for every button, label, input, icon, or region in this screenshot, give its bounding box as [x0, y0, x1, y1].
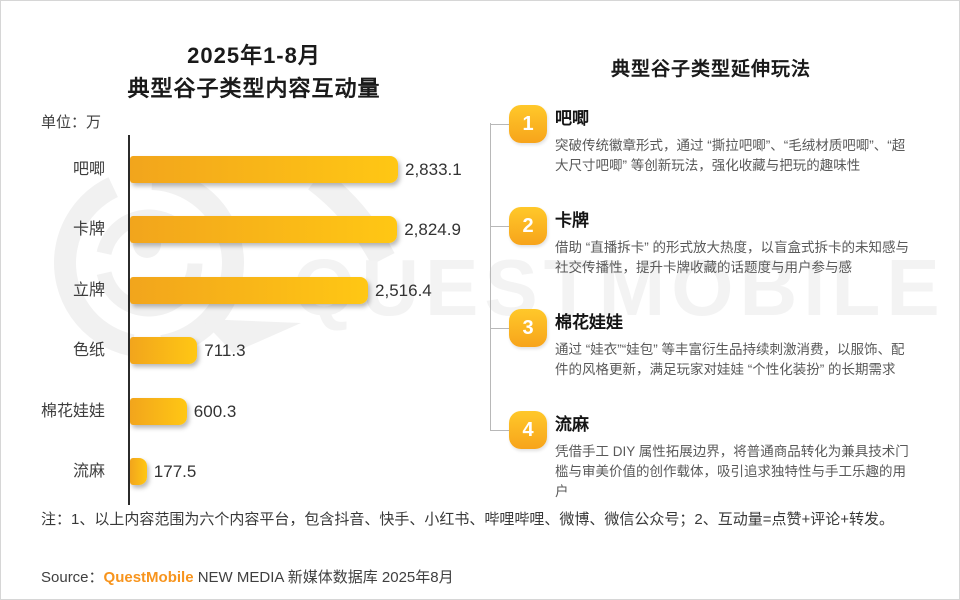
item-number-badge: 1	[509, 105, 547, 143]
bar-category-label: 棉花娃娃	[40, 402, 105, 420]
bar	[130, 216, 398, 244]
bar-value-label: 600.3	[193, 401, 237, 421]
bar-value-label: 2,833.1	[405, 160, 462, 179]
chart-title-line1: 2025年1-8月	[187, 43, 321, 68]
item-description: 凭借手工 DIY 属性拓展边界，将普通商品转化为兼具技术门槛与审美价值的创作载体…	[555, 444, 909, 499]
item-text-block: 吧唧突破传统徽章形式，通过 “撕拉吧唧”、“毛绒材质吧唧”、“超大尺寸吧唧” 等…	[555, 107, 913, 176]
connector-line	[490, 123, 491, 430]
bar	[130, 156, 398, 183]
bar-value-label: 2,824.9	[404, 220, 461, 240]
connector-stub	[490, 124, 510, 125]
right-panel-title: 典型谷子类型延伸玩法	[610, 59, 811, 80]
item-title: 棉花娃娃	[555, 313, 623, 332]
source-suffix: NEW MEDIA 新媒体数据库 2025年8月	[193, 569, 454, 586]
bar-row: 立牌 2,516.4	[1, 276, 471, 304]
item-number-badge: 4	[509, 411, 547, 449]
bar-row: 棉花娃娃 600.3	[1, 397, 471, 425]
item-description: 借助 “直播拆卡” 的形式放大热度，以盲盒式拆卡的未知感与社交传播性，提升卡牌收…	[555, 240, 909, 275]
bar-category-label: 吧唧	[72, 161, 105, 178]
bar	[130, 458, 147, 485]
bar-value-label: 177.5	[153, 462, 197, 481]
item-title: 流麻	[555, 415, 589, 434]
bar-row: 吧唧 2,833.1	[1, 156, 471, 183]
item-number-badge: 2	[509, 207, 547, 245]
connector-stub	[490, 328, 510, 329]
bar-category-label: 色纸	[72, 342, 105, 360]
bar-category-label: 流麻	[72, 463, 105, 480]
connector-stub	[490, 226, 510, 227]
unit-label: 单位：万	[41, 114, 102, 131]
item-text-block: 流麻凭借手工 DIY 属性拓展边界，将普通商品转化为兼具技术门槛与审美价值的创作…	[555, 413, 913, 502]
bar	[130, 276, 369, 304]
connector-stub	[490, 430, 510, 431]
chart-title-line2: 典型谷子类型内容互动量	[127, 76, 381, 101]
bar-row: 色纸 711.3	[1, 337, 471, 365]
bar-row: 卡牌 2,824.9	[1, 216, 471, 244]
item-title: 吧唧	[555, 109, 589, 128]
bar-category-label: 卡牌	[72, 221, 105, 239]
source-line: Source：QuestMobile NEW MEDIA 新媒体数据库 2025…	[41, 566, 454, 587]
bar-category-label: 立牌	[72, 281, 105, 299]
bar-value-label: 2,516.4	[375, 280, 432, 300]
item-title: 卡牌	[555, 211, 589, 230]
item-description: 通过 “娃衣”“娃包” 等丰富衍生品持续刺激消费，以服饰、配件的风格更新，满足玩…	[555, 342, 905, 377]
y-axis-line	[128, 135, 130, 505]
bar-row: 流麻 177.5	[1, 458, 471, 485]
item-description: 突破传统徽章形式，通过 “撕拉吧唧”、“毛绒材质吧唧”、“超大尺寸吧唧” 等创新…	[555, 138, 906, 173]
source-brand: QuestMobile	[103, 569, 194, 586]
bar-value-label: 711.3	[204, 341, 246, 361]
bar	[130, 397, 187, 425]
left-chart-title: 2025年1-8月 典型谷子类型内容互动量	[59, 39, 449, 105]
item-number-badge: 3	[509, 309, 547, 347]
source-prefix: Source：	[41, 569, 104, 586]
footnote: 注：1、以上内容范围为六个内容平台，包含抖音、快手、小红书、哔哩哔哩、微博、微信…	[41, 511, 894, 528]
item-text-block: 卡牌借助 “直播拆卡” 的形式放大热度，以盲盒式拆卡的未知感与社交传播性，提升卡…	[555, 209, 913, 278]
bar	[130, 337, 198, 365]
item-text-block: 棉花娃娃通过 “娃衣”“娃包” 等丰富衍生品持续刺激消费，以服饰、配件的风格更新…	[555, 311, 913, 380]
